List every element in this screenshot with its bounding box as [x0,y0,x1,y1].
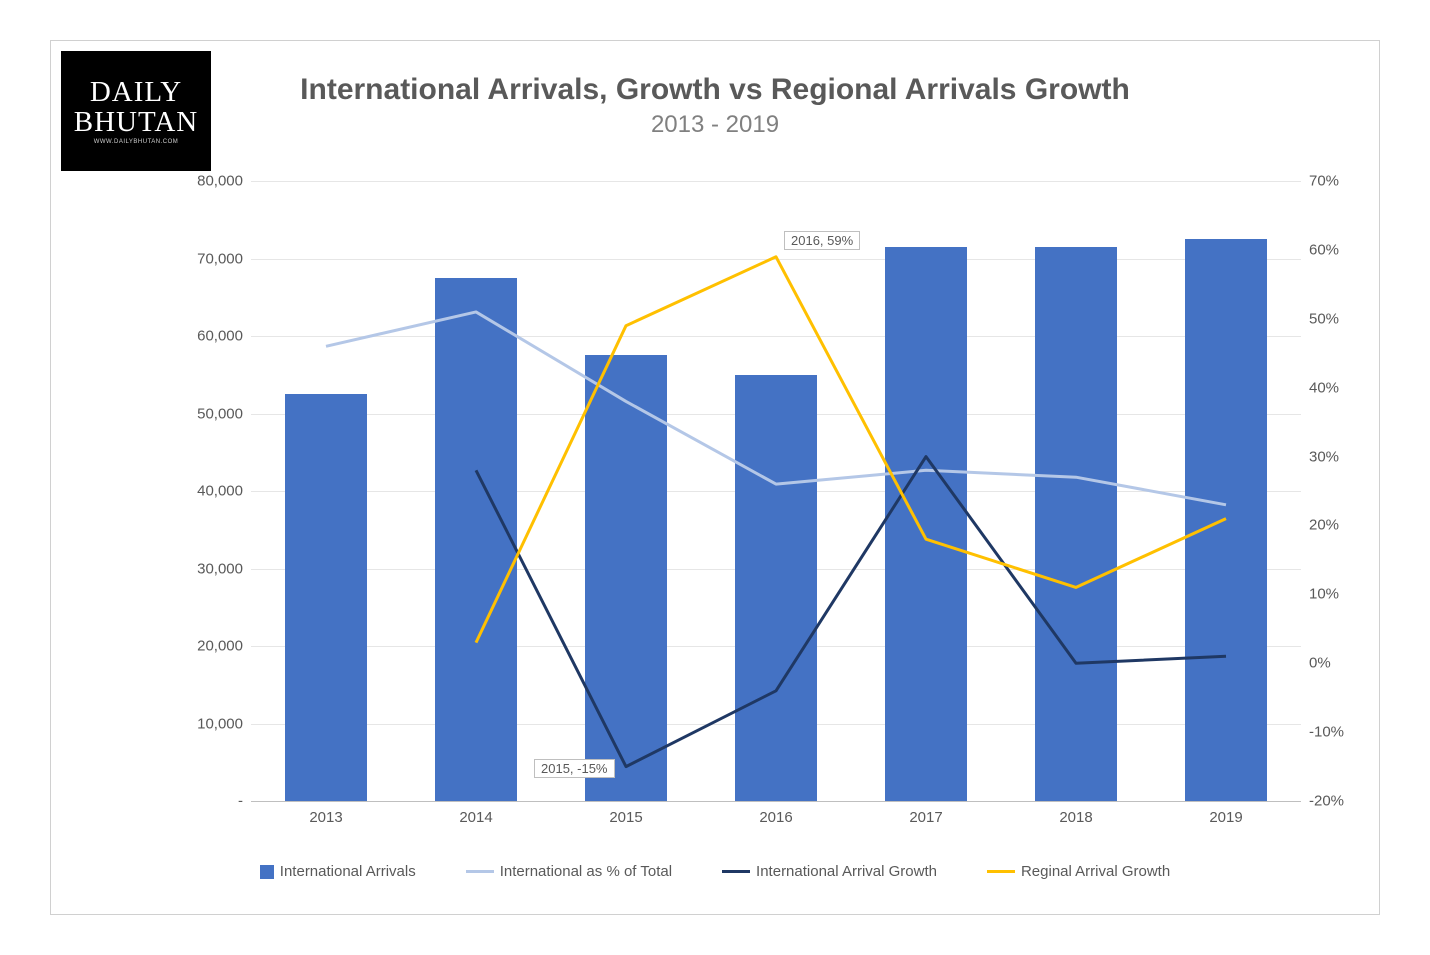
legend-swatch-line [722,870,750,873]
x-tick-label: 2019 [1209,801,1242,826]
data-label: 2015, -15% [534,759,615,778]
legend-label: International Arrival Growth [756,863,937,880]
y2-tick-label: 0% [1301,655,1331,672]
y2-tick-label: 50% [1301,310,1339,327]
series-line-intl_growth [476,457,1226,767]
y2-tick-label: 20% [1301,517,1339,534]
series-line-regional_growth [476,257,1226,643]
y1-tick-label: 50,000 [197,405,251,422]
legend-label: International Arrivals [280,863,416,880]
lines-layer [251,181,1301,801]
x-tick-label: 2017 [909,801,942,826]
y1-tick-label: 60,000 [197,328,251,345]
legend: International Arrivals International as %… [51,863,1379,880]
legend-item: International Arrival Growth [722,863,937,880]
legend-item: International as % of Total [466,863,672,880]
chart-frame: DAILY BHUTAN WWW.DAILYBHUTAN.COM Interna… [50,40,1380,915]
y1-tick-label: - [238,793,251,810]
y1-tick-label: 40,000 [197,483,251,500]
legend-label: International as % of Total [500,863,672,880]
y2-tick-label: 60% [1301,241,1339,258]
logo-url: WWW.DAILYBHUTAN.COM [94,139,179,145]
chart-subtitle: 2013 - 2019 [51,111,1379,139]
plot-area: -10,00020,00030,00040,00050,00060,00070,… [251,181,1301,802]
y1-tick-label: 70,000 [197,250,251,267]
y2-tick-label: -10% [1301,724,1344,741]
y1-tick-label: 10,000 [197,715,251,732]
series-line-intl_pct_total [326,312,1226,505]
x-tick-label: 2018 [1059,801,1092,826]
legend-swatch-line [466,870,494,873]
legend-swatch-bar [260,865,274,879]
x-tick-label: 2013 [309,801,342,826]
y2-tick-label: 30% [1301,448,1339,465]
x-tick-label: 2016 [759,801,792,826]
y1-tick-label: 30,000 [197,560,251,577]
legend-item: International Arrivals [260,863,416,880]
y1-tick-label: 20,000 [197,638,251,655]
legend-item: Reginal Arrival Growth [987,863,1170,880]
chart-title: International Arrivals, Growth vs Region… [51,73,1379,107]
y2-tick-label: -20% [1301,793,1344,810]
y2-tick-label: 70% [1301,173,1339,190]
legend-label: Reginal Arrival Growth [1021,863,1170,880]
y1-tick-label: 80,000 [197,173,251,190]
x-tick-label: 2015 [609,801,642,826]
y2-tick-label: 40% [1301,379,1339,396]
y2-tick-label: 10% [1301,586,1339,603]
data-label: 2016, 59% [784,231,860,250]
legend-swatch-line [987,870,1015,873]
x-tick-label: 2014 [459,801,492,826]
